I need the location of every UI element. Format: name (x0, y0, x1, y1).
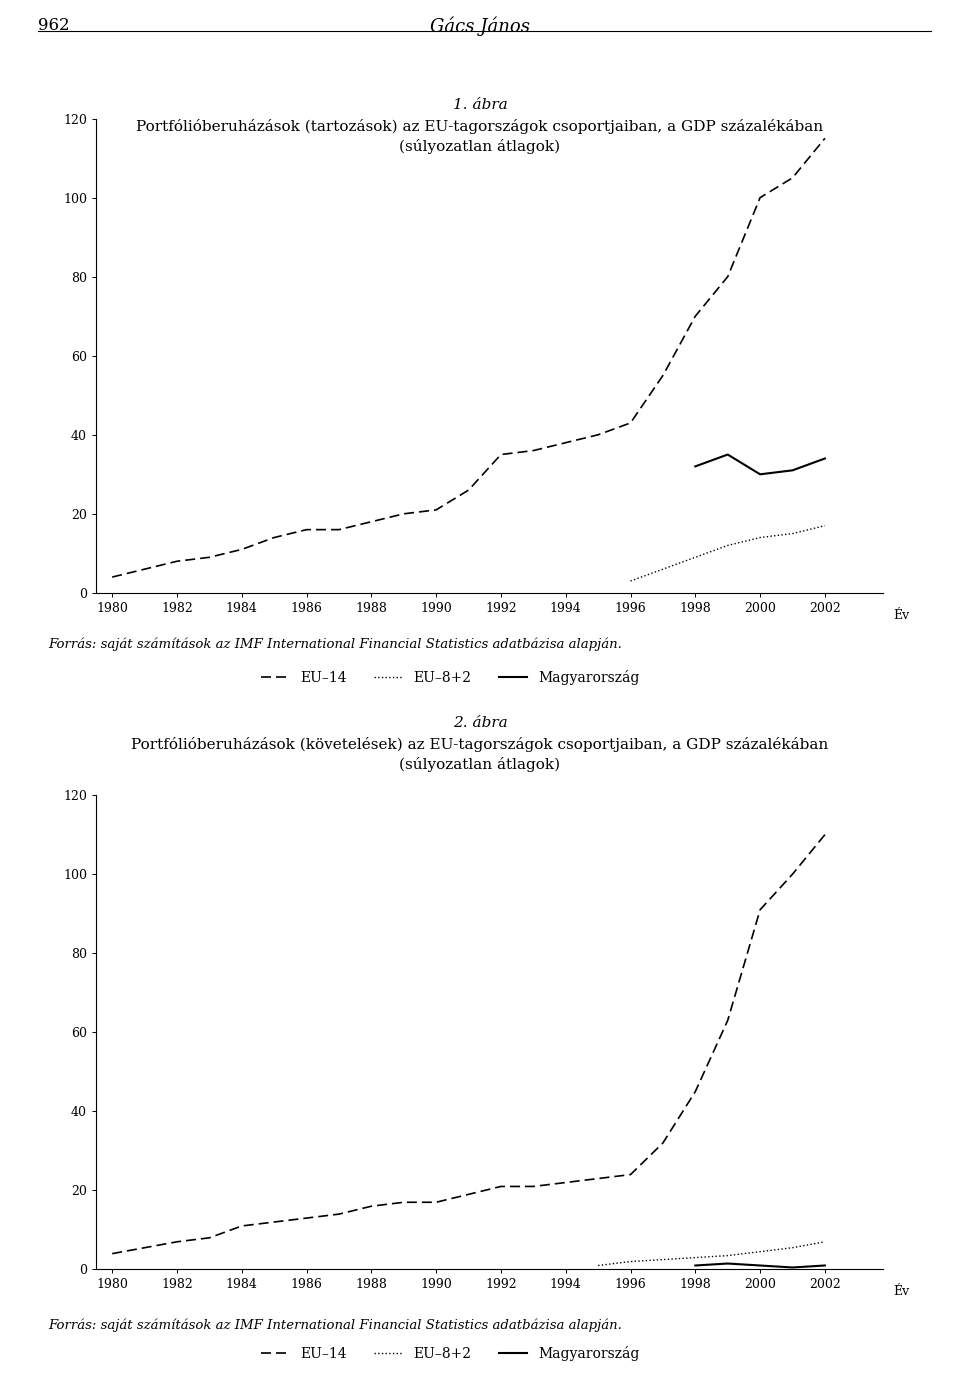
Text: 962: 962 (38, 17, 70, 33)
Text: Portfólióberuházások (követelések) az EU-tagországok csoportjaiban, a GDP százal: Portfólióberuházások (követelések) az EU… (132, 737, 828, 752)
Text: 1. ábra: 1. ábra (452, 98, 508, 112)
Text: (súlyozatlan átlagok): (súlyozatlan átlagok) (399, 757, 561, 773)
Legend: EU–14, EU–8+2, Magyarország: EU–14, EU–8+2, Magyarország (255, 664, 645, 691)
Text: Forrás: saját számítások az IMF International Financial Statistics adatbázisa al: Forrás: saját számítások az IMF Internat… (48, 1318, 622, 1332)
Legend: EU–14, EU–8+2, Magyarország: EU–14, EU–8+2, Magyarország (255, 1341, 645, 1367)
Text: Forrás: saját számítások az IMF International Financial Statistics adatbázisa al: Forrás: saját számítások az IMF Internat… (48, 638, 622, 651)
Text: Év: Év (893, 608, 909, 622)
Text: Év: Év (893, 1285, 909, 1299)
Text: Portfólióberuházások (tartozások) az EU-tagországok csoportjaiban, a GDP százalé: Portfólióberuházások (tartozások) az EU-… (136, 119, 824, 134)
Text: 2. ábra: 2. ábra (452, 716, 508, 730)
Text: (súlyozatlan átlagok): (súlyozatlan átlagok) (399, 140, 561, 155)
Text: Gács János: Gács János (430, 17, 530, 36)
